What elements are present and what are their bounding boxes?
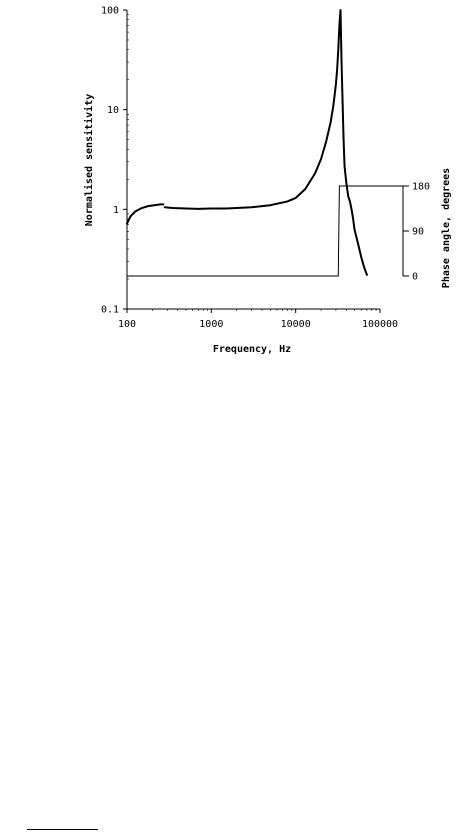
sensitivity-line-segment — [163, 9, 368, 276]
tick-marks: 100 10 1 0.1 100 1000 10000 100000 180 90 0 — [101, 6, 430, 331]
y-tick-label: 0.1 — [101, 305, 119, 316]
x-tick-label: 100 — [118, 319, 136, 330]
x-tick-label: 100000 — [362, 319, 398, 330]
y-axis-label: Normalised sensitivity — [83, 94, 95, 226]
y-tick-label: 100 — [101, 6, 119, 17]
y2-tick-label: 0 — [412, 272, 418, 283]
y2-axis-label: Phase angle, degrees — [441, 168, 452, 288]
footnote-rule — [27, 829, 98, 830]
phase-angle-line — [127, 185, 403, 277]
sensitivity-line-segment — [126, 203, 165, 225]
y-tick-label: 10 — [107, 105, 119, 116]
data-series — [126, 9, 403, 277]
y2-tick-label: 90 — [412, 227, 424, 238]
x-tick-label: 10000 — [281, 319, 311, 330]
y-tick-label: 1 — [113, 205, 119, 216]
x-tick-label: 1000 — [199, 319, 223, 330]
x-axis-label: Frequency, Hz — [213, 344, 291, 355]
axes — [126, 10, 404, 310]
y2-tick-label: 180 — [412, 182, 430, 193]
